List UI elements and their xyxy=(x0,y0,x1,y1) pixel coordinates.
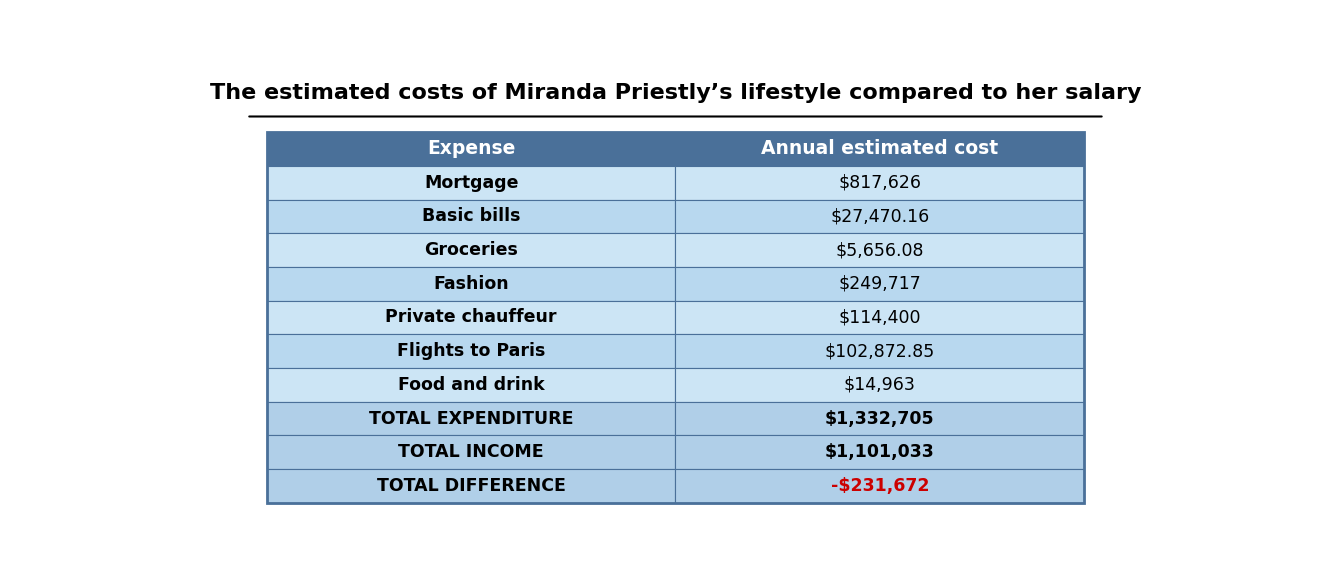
FancyBboxPatch shape xyxy=(676,368,1085,402)
FancyBboxPatch shape xyxy=(676,267,1085,300)
Text: Groceries: Groceries xyxy=(424,241,518,259)
Text: $14,963: $14,963 xyxy=(844,376,916,394)
FancyBboxPatch shape xyxy=(676,166,1085,200)
Text: $114,400: $114,400 xyxy=(838,309,921,327)
FancyBboxPatch shape xyxy=(676,334,1085,368)
Text: $817,626: $817,626 xyxy=(838,173,921,191)
FancyBboxPatch shape xyxy=(676,233,1085,267)
Text: TOTAL DIFFERENCE: TOTAL DIFFERENCE xyxy=(377,477,565,495)
Text: TOTAL EXPENDITURE: TOTAL EXPENDITURE xyxy=(369,409,573,427)
FancyBboxPatch shape xyxy=(266,166,676,200)
FancyBboxPatch shape xyxy=(676,402,1085,436)
FancyBboxPatch shape xyxy=(266,402,676,436)
Text: Fashion: Fashion xyxy=(434,275,509,293)
Text: $1,332,705: $1,332,705 xyxy=(825,409,934,427)
FancyBboxPatch shape xyxy=(676,200,1085,233)
FancyBboxPatch shape xyxy=(676,469,1085,503)
FancyBboxPatch shape xyxy=(266,334,676,368)
FancyBboxPatch shape xyxy=(266,267,676,300)
Text: Basic bills: Basic bills xyxy=(422,208,521,226)
FancyBboxPatch shape xyxy=(676,132,1085,166)
Text: Flights to Paris: Flights to Paris xyxy=(397,342,546,360)
Text: TOTAL INCOME: TOTAL INCOME xyxy=(398,443,544,461)
FancyBboxPatch shape xyxy=(676,300,1085,334)
Text: $1,101,033: $1,101,033 xyxy=(825,443,934,461)
Text: The estimated costs of Miranda Priestly’s lifestyle compared to her salary: The estimated costs of Miranda Priestly’… xyxy=(210,83,1141,103)
Text: -$231,672: -$231,672 xyxy=(830,477,929,495)
Text: $5,656.08: $5,656.08 xyxy=(836,241,924,259)
FancyBboxPatch shape xyxy=(266,469,676,503)
Text: $102,872.85: $102,872.85 xyxy=(825,342,934,360)
Text: Annual estimated cost: Annual estimated cost xyxy=(762,139,998,158)
FancyBboxPatch shape xyxy=(266,436,676,469)
FancyBboxPatch shape xyxy=(676,436,1085,469)
FancyBboxPatch shape xyxy=(266,132,676,166)
FancyBboxPatch shape xyxy=(266,368,676,402)
FancyBboxPatch shape xyxy=(266,233,676,267)
Text: $249,717: $249,717 xyxy=(838,275,921,293)
Text: $27,470.16: $27,470.16 xyxy=(830,208,929,226)
FancyBboxPatch shape xyxy=(266,300,676,334)
Text: Mortgage: Mortgage xyxy=(424,173,518,191)
Text: Expense: Expense xyxy=(427,139,515,158)
Text: Private chauffeur: Private chauffeur xyxy=(385,309,558,327)
Text: Food and drink: Food and drink xyxy=(398,376,544,394)
FancyBboxPatch shape xyxy=(266,200,676,233)
